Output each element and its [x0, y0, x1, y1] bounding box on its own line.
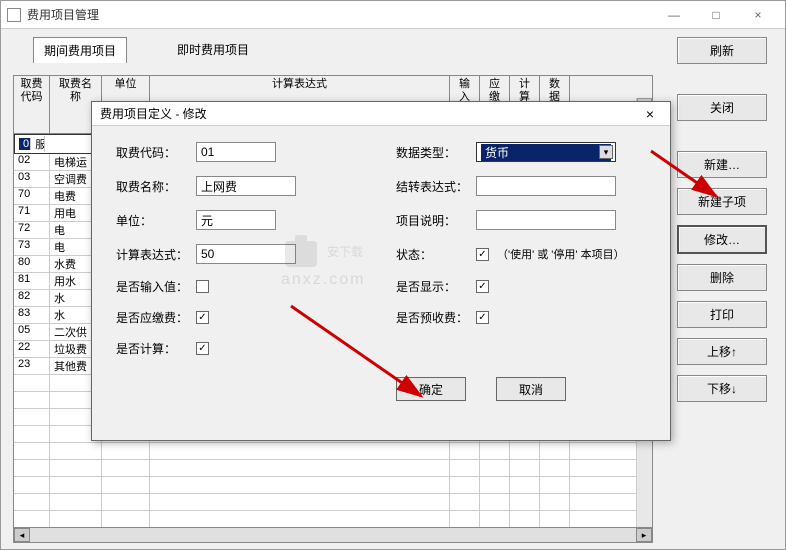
- table-row[interactable]: [14, 494, 652, 511]
- dialog-body: 取费代码： 数据类型： 货币 ▾ 取费名称： 结转表达式：: [92, 126, 670, 417]
- prepay-label: 是否预收费：: [396, 309, 476, 326]
- input-label: 是否输入值：: [116, 278, 196, 295]
- carry-input[interactable]: [476, 176, 616, 196]
- horizontal-scrollbar[interactable]: ◂ ▸: [13, 527, 653, 543]
- move-down-button[interactable]: 下移↓: [677, 375, 767, 402]
- delete-button[interactable]: 删除: [677, 264, 767, 291]
- refresh-button[interactable]: 刷新: [677, 37, 767, 64]
- dialog-titlebar: 费用项目定义 - 修改 ×: [92, 102, 670, 126]
- modify-button[interactable]: 修改…: [677, 225, 767, 254]
- name-input[interactable]: [196, 176, 296, 196]
- dialog-title: 费用项目定义 - 修改: [100, 105, 638, 122]
- desc-input[interactable]: [476, 210, 616, 230]
- datatype-select[interactable]: 货币 ▾: [476, 142, 616, 162]
- move-up-button[interactable]: 上移↑: [677, 338, 767, 365]
- due-checkbox[interactable]: ✓: [196, 311, 209, 324]
- state-checkbox[interactable]: ✓: [476, 248, 489, 261]
- ok-button[interactable]: 确定: [396, 377, 466, 401]
- dialog-buttons: 确定 取消: [316, 377, 646, 401]
- carry-label: 结转表达式：: [396, 178, 476, 195]
- table-row[interactable]: [14, 460, 652, 477]
- code-label: 取费代码：: [116, 144, 196, 161]
- unit-input[interactable]: [196, 210, 276, 230]
- datatype-label: 数据类型：: [396, 144, 476, 161]
- side-buttons: 刷新 关闭 新建… 新建子项 修改… 删除 打印 上移↑ 下移↓: [677, 37, 767, 402]
- main-window: 费用项目管理 — □ × 期间费用项目 即时费用项目 取费代码 取费名称 单位 …: [0, 0, 786, 550]
- titlebar: 费用项目管理 — □ ×: [1, 1, 785, 29]
- window-controls: — □ ×: [653, 2, 779, 28]
- print-button[interactable]: 打印: [677, 301, 767, 328]
- state-label: 状态：: [396, 246, 476, 263]
- name-label: 取费名称：: [116, 178, 196, 195]
- show-checkbox[interactable]: ✓: [476, 280, 489, 293]
- code-input[interactable]: [196, 142, 276, 162]
- table-row[interactable]: [14, 511, 652, 528]
- new-sub-button[interactable]: 新建子项: [677, 188, 767, 215]
- show-label: 是否显示：: [396, 278, 476, 295]
- tab-period[interactable]: 期间费用项目: [33, 37, 127, 63]
- maximize-button[interactable]: □: [695, 2, 737, 28]
- tab-instant[interactable]: 即时费用项目: [167, 37, 259, 63]
- desc-label: 项目说明：: [396, 212, 476, 229]
- calc-checkbox[interactable]: ✓: [196, 342, 209, 355]
- expr-input[interactable]: [196, 244, 296, 264]
- state-hint: （'使用' 或 '停用' 本项目）: [497, 246, 625, 262]
- dialog-close-button[interactable]: ×: [638, 106, 662, 122]
- due-label: 是否应缴费：: [116, 309, 196, 326]
- table-row[interactable]: [14, 477, 652, 494]
- tab-bar: 期间费用项目 即时费用项目: [33, 37, 773, 63]
- new-button[interactable]: 新建…: [677, 151, 767, 178]
- table-row[interactable]: [14, 443, 652, 460]
- unit-label: 单位：: [116, 212, 196, 229]
- minimize-button[interactable]: —: [653, 2, 695, 28]
- app-icon: [7, 8, 21, 22]
- expr-label: 计算表达式：: [116, 246, 196, 263]
- cancel-button[interactable]: 取消: [496, 377, 566, 401]
- calc-label: 是否计算：: [116, 340, 196, 357]
- prepay-checkbox[interactable]: ✓: [476, 311, 489, 324]
- window-title: 费用项目管理: [27, 6, 653, 23]
- close-panel-button[interactable]: 关闭: [677, 94, 767, 121]
- col-code: 取费代码: [14, 76, 50, 133]
- chevron-down-icon: ▾: [599, 145, 613, 159]
- close-button[interactable]: ×: [737, 2, 779, 28]
- datatype-value: 货币: [481, 144, 611, 161]
- scroll-left-icon[interactable]: ◂: [14, 528, 30, 542]
- edit-dialog: 费用项目定义 - 修改 × 取费代码： 数据类型： 货币 ▾: [91, 101, 671, 441]
- scroll-right-icon[interactable]: ▸: [636, 528, 652, 542]
- input-checkbox[interactable]: [196, 280, 209, 293]
